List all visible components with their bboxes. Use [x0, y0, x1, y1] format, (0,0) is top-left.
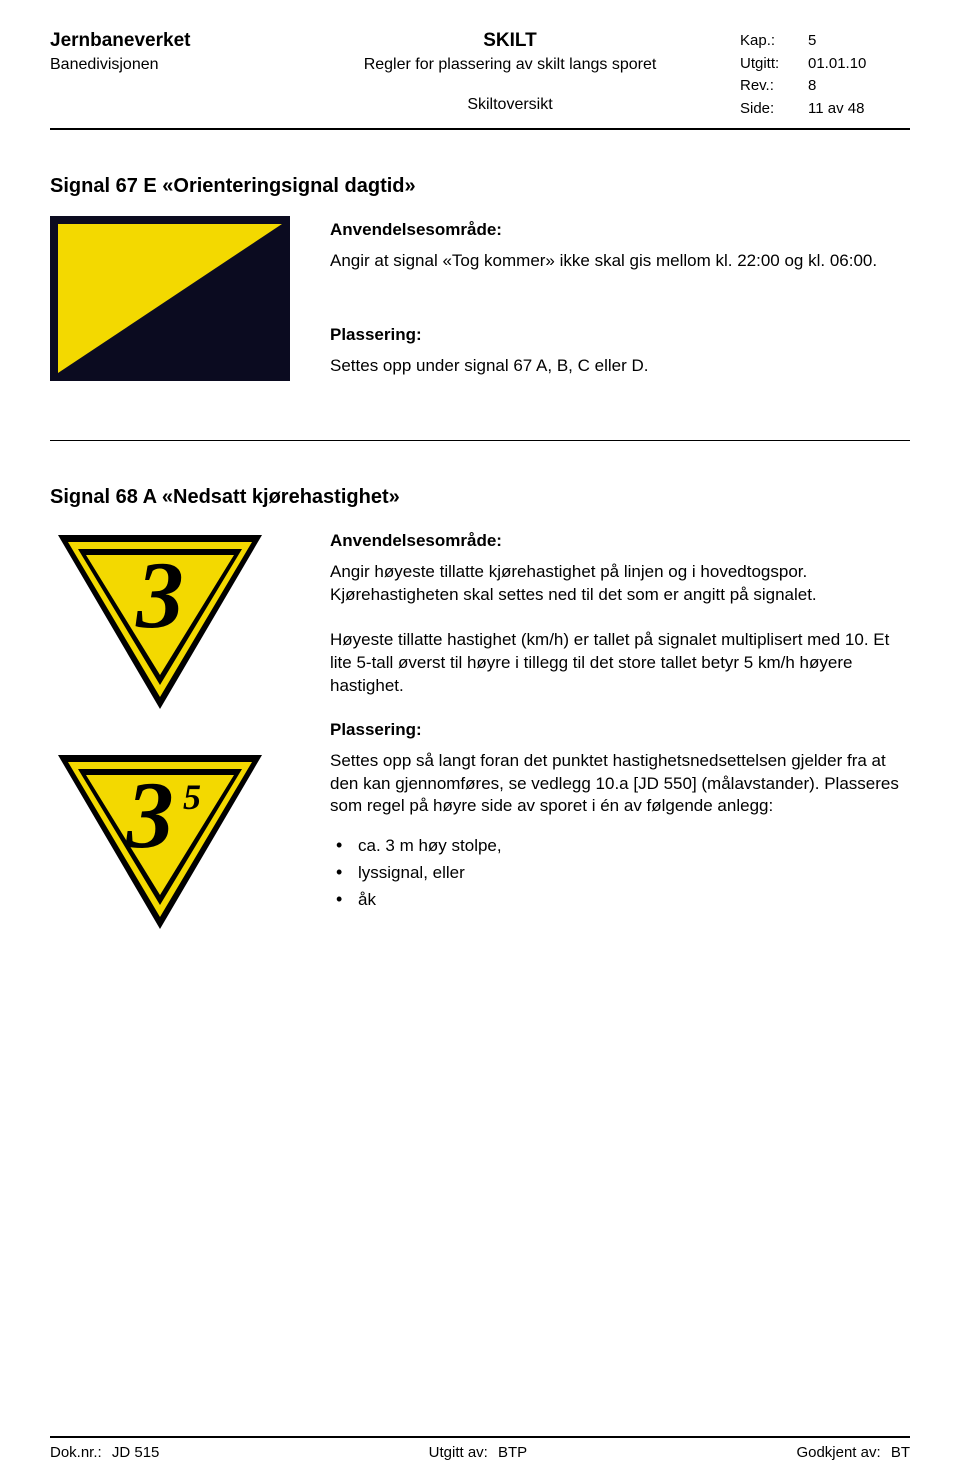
- bullet-list-68a: ca. 3 m høy stolpe, lyssignal, eller åk: [330, 832, 910, 912]
- sign-67e-icon: [50, 216, 290, 381]
- footer-utgitt: Utgitt av: BTP: [429, 1444, 528, 1461]
- doknr-value: JD 515: [112, 1444, 160, 1461]
- anv-text-67e: Angir at signal «Tog kommer» ikke skal g…: [330, 250, 910, 273]
- svg-text:3: 3: [135, 542, 184, 648]
- section-title-68a: Signal 68 A «Nedsatt kjørehastighet»: [50, 486, 910, 509]
- godkjent-label: Godkjent av:: [796, 1444, 880, 1461]
- godkjent-value: BT: [891, 1444, 910, 1461]
- doc-group: SKILT: [280, 30, 740, 52]
- doc-section: Skiltoversikt: [280, 96, 740, 114]
- footer-doknr: Dok.nr.: JD 515: [50, 1444, 159, 1461]
- section-title-67e: Signal 67 E «Orienteringsignal dagtid»: [50, 175, 910, 198]
- doc-title: Regler for plassering av skilt langs spo…: [280, 56, 740, 74]
- footer-godkjent: Godkjent av: BT: [796, 1444, 910, 1461]
- header-center: SKILT Regler for plassering av skilt lan…: [280, 30, 740, 120]
- figure-68a: 3 3 5: [50, 527, 300, 937]
- sign-68a-icon: 3: [50, 527, 270, 717]
- rev-label: Rev.:: [740, 75, 800, 98]
- anv-p2-68a: Høyeste tillatte hastighet (km/h) er tal…: [330, 629, 910, 698]
- entry-68a: 3 3 5 Anvendelsesområde: Angir høyeste t…: [50, 527, 910, 937]
- futgitt-value: BTP: [498, 1444, 527, 1461]
- sign-68a-sup-icon: 3 5: [50, 747, 270, 937]
- figure-67e: [50, 216, 300, 400]
- doknr-label: Dok.nr.:: [50, 1444, 102, 1461]
- pl-text-68a: Settes opp så langt foran det punktet ha…: [330, 750, 910, 819]
- kap-value: 5: [800, 30, 910, 53]
- header-rule: [50, 128, 910, 130]
- anv-p1-68a: Angir høyeste tillatte kjørehastighet på…: [330, 561, 910, 607]
- footer-rule: [50, 1436, 910, 1438]
- entry-67e: Anvendelsesområde: Angir at signal «Tog …: [50, 216, 910, 400]
- list-item: åk: [358, 886, 910, 913]
- section-divider: [50, 440, 910, 441]
- svg-text:5: 5: [183, 777, 201, 817]
- anv-head-68a: Anvendelsesområde:: [330, 531, 910, 551]
- pl-head-67e: Plassering:: [330, 325, 910, 345]
- utgitt-value: 01.01.10: [800, 53, 910, 76]
- header-left: Jernbaneverket Banedivisjonen: [50, 30, 280, 120]
- pl-head-68a: Plassering:: [330, 720, 910, 740]
- side-value: 11 av 48: [800, 98, 910, 121]
- list-item: ca. 3 m høy stolpe,: [358, 832, 910, 859]
- division-name: Banedivisjonen: [50, 56, 280, 74]
- page-footer: Dok.nr.: JD 515 Utgitt av: BTP Godkjent …: [50, 1436, 910, 1461]
- footer-row: Dok.nr.: JD 515 Utgitt av: BTP Godkjent …: [50, 1444, 910, 1461]
- page-header: Jernbaneverket Banedivisjonen SKILT Regl…: [50, 30, 910, 126]
- header-meta: Kap.:5 Utgitt:01.01.10 Rev.:8 Side:11 av…: [740, 30, 910, 120]
- text-68a: Anvendelsesområde: Angir høyeste tillatt…: [330, 527, 910, 937]
- utgitt-label: Utgitt:: [740, 53, 800, 76]
- text-67e: Anvendelsesområde: Angir at signal «Tog …: [330, 216, 910, 400]
- org-name: Jernbaneverket: [50, 30, 280, 52]
- svg-text:3: 3: [125, 762, 174, 868]
- list-item: lyssignal, eller: [358, 859, 910, 886]
- pl-text-67e: Settes opp under signal 67 A, B, C eller…: [330, 355, 910, 378]
- kap-label: Kap.:: [740, 30, 800, 53]
- side-label: Side:: [740, 98, 800, 121]
- anv-head-67e: Anvendelsesområde:: [330, 220, 910, 240]
- rev-value: 8: [800, 75, 910, 98]
- futgitt-label: Utgitt av:: [429, 1444, 488, 1461]
